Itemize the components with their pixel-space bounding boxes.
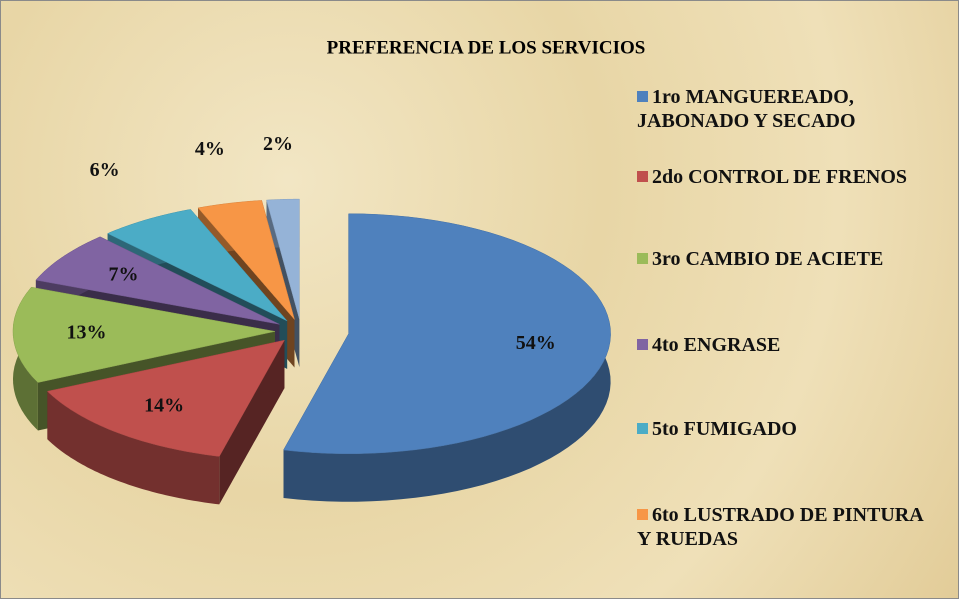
slice-top [12, 286, 276, 383]
slice-top [107, 209, 288, 322]
legend-label: 5to FUMIGADO [652, 418, 797, 440]
data-label: 6% [90, 159, 120, 181]
legend-label: 4to ENGRASE [652, 334, 781, 356]
slice [46, 339, 285, 505]
legend-item: 5to FUMIGADO [637, 417, 937, 441]
legend-swatch [637, 91, 648, 102]
legend-label: 1ro MANGUEREADO, JABONADO Y SECADO [637, 86, 856, 132]
legend-label: 3ro CAMBIO DE ACIETE [652, 248, 884, 270]
slice-top [35, 236, 280, 325]
slice-wall [47, 391, 220, 505]
slice [283, 213, 611, 502]
legend-swatch [637, 509, 648, 520]
legend-swatch [637, 423, 648, 434]
data-label: 54% [516, 332, 556, 354]
slice-top [283, 213, 611, 454]
legend-item: 1ro MANGUEREADO, JABONADO Y SECADO [637, 85, 937, 133]
data-label: 4% [195, 138, 225, 160]
legend-swatch [637, 339, 648, 350]
legend-swatch [637, 253, 648, 264]
data-label: 2% [263, 133, 293, 155]
data-label: 14% [144, 394, 184, 416]
legend-item: 6to LUSTRADO DE PINTURA Y RUEDAS [637, 503, 937, 551]
data-label: 13% [66, 322, 106, 344]
legend-item: 3ro CAMBIO DE ACIETE [637, 247, 937, 271]
slice-top [46, 339, 285, 457]
slice-top [197, 200, 295, 320]
legend-label: 2do CONTROL DE FRENOS [652, 166, 908, 188]
legend-swatch [637, 171, 648, 182]
legend-item: 4to ENGRASE [637, 333, 937, 357]
legend-label: 6to LUSTRADO DE PINTURA Y RUEDAS [637, 504, 923, 550]
slice-top [266, 198, 300, 320]
data-label: 7% [108, 263, 138, 285]
chart-title: PREFERENCIA DE LOS SERVICIOS [327, 37, 646, 58]
legend-item: 2do CONTROL DE FRENOS [637, 165, 937, 189]
